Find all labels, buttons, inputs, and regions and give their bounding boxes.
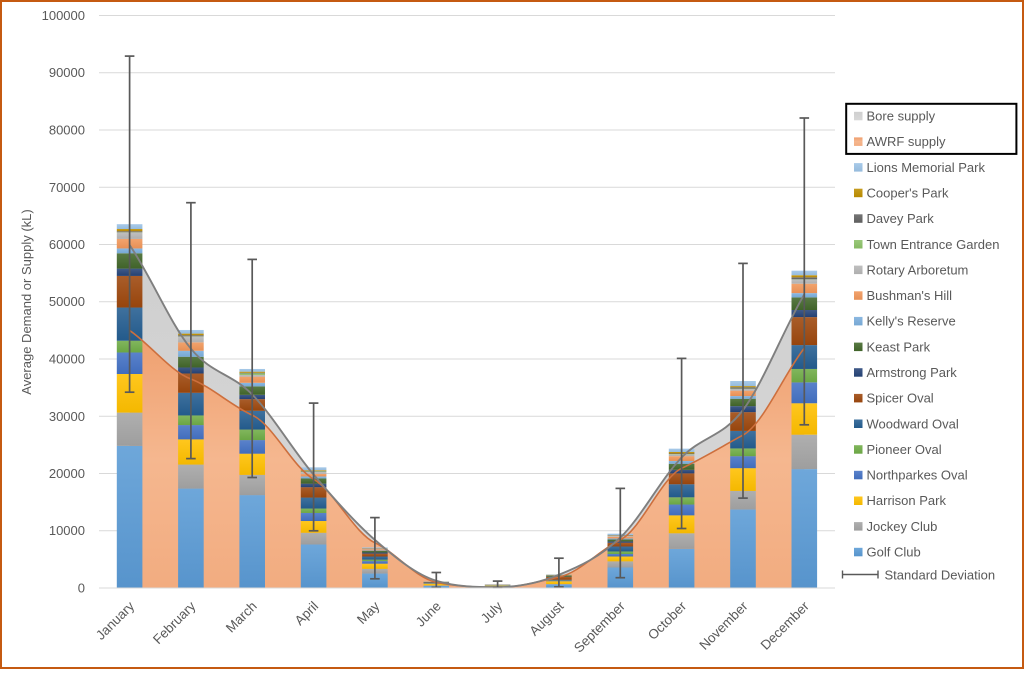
svg-text:Armstrong Park: Armstrong Park xyxy=(867,365,958,380)
svg-text:Average Demand or Supply (kL): Average Demand or Supply (kL) xyxy=(19,209,34,394)
svg-text:70000: 70000 xyxy=(49,180,85,195)
svg-text:10000: 10000 xyxy=(49,523,85,538)
svg-text:Bore supply: Bore supply xyxy=(867,109,936,124)
svg-text:80000: 80000 xyxy=(49,123,85,138)
svg-text:Spicer Oval: Spicer Oval xyxy=(867,391,934,406)
svg-text:Cooper's Park: Cooper's Park xyxy=(867,185,949,200)
svg-text:Rotary Arboretum: Rotary Arboretum xyxy=(867,262,969,277)
svg-text:Jockey Club: Jockey Club xyxy=(867,519,938,534)
svg-text:Davey Park: Davey Park xyxy=(867,211,935,226)
svg-text:30000: 30000 xyxy=(49,409,85,424)
svg-text:Standard Deviation: Standard Deviation xyxy=(885,567,996,582)
svg-text:Town Entrance Garden: Town Entrance Garden xyxy=(867,237,1000,252)
svg-text:Bushman's Hill: Bushman's Hill xyxy=(867,288,953,303)
svg-text:Harrison Park: Harrison Park xyxy=(867,493,947,508)
svg-text:50000: 50000 xyxy=(49,294,85,309)
svg-text:Keast Park: Keast Park xyxy=(867,339,931,354)
svg-text:0: 0 xyxy=(78,581,85,596)
svg-text:AWRF supply: AWRF supply xyxy=(867,134,946,149)
svg-text:90000: 90000 xyxy=(49,65,85,80)
svg-text:100000: 100000 xyxy=(42,8,85,23)
svg-text:Northparkes Oval: Northparkes Oval xyxy=(867,468,968,483)
svg-text:Lions Memorial Park: Lions Memorial Park xyxy=(867,160,986,175)
svg-text:Golf Club: Golf Club xyxy=(867,545,921,560)
svg-text:Woodward Oval: Woodward Oval xyxy=(867,416,959,431)
svg-text:Pioneer Oval: Pioneer Oval xyxy=(867,442,942,457)
svg-text:20000: 20000 xyxy=(49,466,85,481)
svg-text:60000: 60000 xyxy=(49,237,85,252)
svg-text:40000: 40000 xyxy=(49,352,85,367)
svg-text:Kelly's Reserve: Kelly's Reserve xyxy=(867,314,956,329)
